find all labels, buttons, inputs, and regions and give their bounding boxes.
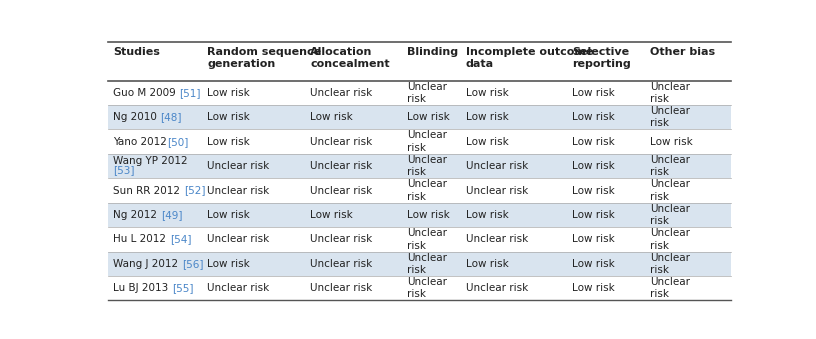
Bar	[109, 105, 731, 129]
Text: Unclear risk: Unclear risk	[207, 234, 270, 244]
Bar	[109, 203, 731, 227]
Text: Unclear
risk: Unclear risk	[407, 179, 447, 202]
Text: Unclear risk: Unclear risk	[207, 283, 270, 293]
Text: Low risk: Low risk	[572, 234, 615, 244]
Text: Low risk: Low risk	[650, 137, 694, 147]
Text: [52]: [52]	[184, 185, 205, 196]
Text: Unclear
risk: Unclear risk	[650, 277, 690, 299]
Text: [48]: [48]	[161, 112, 182, 122]
Text: Unclear
risk: Unclear risk	[650, 179, 690, 202]
Text: Unclear risk: Unclear risk	[465, 283, 528, 293]
Text: Unclear risk: Unclear risk	[310, 234, 373, 244]
Text: Low risk: Low risk	[465, 88, 508, 98]
Text: Unclear risk: Unclear risk	[207, 161, 270, 171]
Text: Random sequence
generation: Random sequence generation	[207, 47, 322, 69]
Text: Ng 2010: Ng 2010	[113, 112, 161, 122]
Text: Studies: Studies	[113, 47, 160, 57]
Text: Unclear
risk: Unclear risk	[650, 155, 690, 177]
Text: [55]: [55]	[172, 283, 193, 293]
Text: Unclear
risk: Unclear risk	[407, 131, 447, 153]
Text: [51]: [51]	[180, 88, 201, 98]
Text: Low risk: Low risk	[207, 112, 251, 122]
Text: Guo M 2009: Guo M 2009	[113, 88, 180, 98]
Bar	[109, 178, 731, 203]
Text: Unclear
risk: Unclear risk	[650, 204, 690, 226]
Text: Wang J 2012: Wang J 2012	[113, 259, 182, 269]
Text: Unclear risk: Unclear risk	[310, 88, 373, 98]
Text: Low risk: Low risk	[407, 210, 450, 220]
Text: [53]: [53]	[113, 165, 135, 175]
Text: Unclear
risk: Unclear risk	[650, 253, 690, 275]
Text: Yano 2012: Yano 2012	[113, 137, 167, 147]
Text: Low risk: Low risk	[310, 210, 353, 220]
Text: Unclear risk: Unclear risk	[310, 161, 373, 171]
Text: Low risk: Low risk	[310, 112, 353, 122]
Text: [50]: [50]	[167, 137, 188, 147]
Bar	[109, 252, 731, 276]
Bar	[109, 154, 731, 178]
Text: Unclear risk: Unclear risk	[310, 137, 373, 147]
Text: Low risk: Low risk	[465, 112, 508, 122]
Text: Low risk: Low risk	[207, 210, 251, 220]
Text: Incomplete outcome
data: Incomplete outcome data	[465, 47, 593, 69]
Text: Low risk: Low risk	[465, 210, 508, 220]
Text: Selective
reporting: Selective reporting	[572, 47, 631, 69]
Text: Unclear
risk: Unclear risk	[650, 106, 690, 128]
Bar	[109, 129, 731, 154]
Text: Wang YP 2012: Wang YP 2012	[113, 157, 188, 166]
Text: Lu BJ 2013: Lu BJ 2013	[113, 283, 172, 293]
Text: Low risk: Low risk	[465, 137, 508, 147]
Text: Unclear risk: Unclear risk	[465, 234, 528, 244]
Text: Low risk: Low risk	[572, 112, 615, 122]
Text: Low risk: Low risk	[572, 259, 615, 269]
Text: Unclear risk: Unclear risk	[310, 283, 373, 293]
Text: Unclear
risk: Unclear risk	[407, 155, 447, 177]
Text: Hu L 2012: Hu L 2012	[113, 234, 170, 244]
Text: Unclear risk: Unclear risk	[465, 161, 528, 171]
Text: Low risk: Low risk	[572, 283, 615, 293]
Text: Unclear
risk: Unclear risk	[407, 253, 447, 275]
Text: Low risk: Low risk	[572, 185, 615, 196]
Text: Allocation
concealment: Allocation concealment	[310, 47, 390, 69]
Text: Unclear risk: Unclear risk	[465, 185, 528, 196]
Text: Ng 2012: Ng 2012	[113, 210, 161, 220]
Text: [54]: [54]	[170, 234, 191, 244]
Text: Unclear risk: Unclear risk	[310, 259, 373, 269]
Text: Unclear
risk: Unclear risk	[407, 228, 447, 251]
Text: Low risk: Low risk	[572, 161, 615, 171]
Text: Low risk: Low risk	[465, 259, 508, 269]
Text: Low risk: Low risk	[207, 88, 251, 98]
Text: Unclear
risk: Unclear risk	[407, 277, 447, 299]
Text: Unclear
risk: Unclear risk	[650, 82, 690, 104]
Bar	[109, 276, 731, 300]
Text: Low risk: Low risk	[572, 88, 615, 98]
Text: Blinding: Blinding	[407, 47, 458, 57]
Text: Other bias: Other bias	[650, 47, 716, 57]
Text: Low risk: Low risk	[572, 137, 615, 147]
Bar	[109, 81, 731, 105]
Text: Unclear risk: Unclear risk	[310, 185, 373, 196]
Text: Unclear
risk: Unclear risk	[407, 82, 447, 104]
Text: [56]: [56]	[182, 259, 203, 269]
Text: Sun RR 2012: Sun RR 2012	[113, 185, 184, 196]
Text: Low risk: Low risk	[407, 112, 450, 122]
Text: Unclear risk: Unclear risk	[207, 185, 270, 196]
Text: Low risk: Low risk	[207, 137, 251, 147]
Text: [49]: [49]	[161, 210, 182, 220]
Bar	[109, 227, 731, 252]
Text: Low risk: Low risk	[207, 259, 251, 269]
Text: Unclear
risk: Unclear risk	[650, 228, 690, 251]
Text: Low risk: Low risk	[572, 210, 615, 220]
